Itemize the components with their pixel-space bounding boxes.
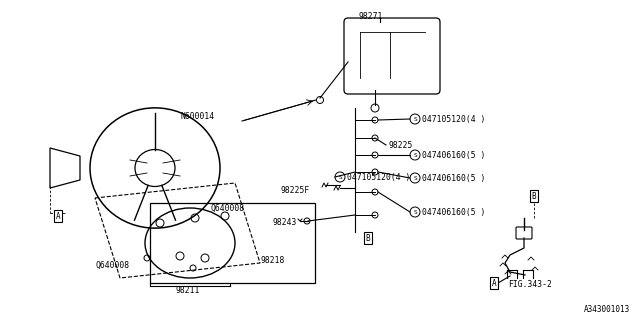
Text: 98225: 98225 bbox=[388, 141, 412, 150]
Text: Q640008: Q640008 bbox=[95, 261, 129, 270]
Text: 98211: 98211 bbox=[176, 286, 200, 295]
Text: A: A bbox=[492, 278, 496, 287]
Text: 98218: 98218 bbox=[260, 256, 284, 265]
Text: N600014: N600014 bbox=[180, 112, 214, 121]
Text: Q640008: Q640008 bbox=[210, 204, 244, 213]
Text: S: S bbox=[338, 174, 342, 180]
Text: A: A bbox=[56, 212, 60, 220]
Text: S: S bbox=[413, 116, 417, 122]
Text: A343001013: A343001013 bbox=[584, 305, 630, 314]
Text: S: S bbox=[413, 210, 417, 214]
Text: 98225F: 98225F bbox=[280, 186, 309, 195]
Text: 98243: 98243 bbox=[272, 218, 296, 227]
Text: S: S bbox=[413, 175, 417, 180]
Text: 047105120(4 ): 047105120(4 ) bbox=[347, 173, 410, 182]
Text: 047406160(5 ): 047406160(5 ) bbox=[422, 174, 485, 183]
Text: B: B bbox=[532, 191, 536, 201]
Bar bbox=[150, 203, 315, 283]
Text: 98271: 98271 bbox=[358, 12, 382, 21]
Text: 047406160(5 ): 047406160(5 ) bbox=[422, 151, 485, 160]
Text: FIG.343-2: FIG.343-2 bbox=[508, 280, 552, 289]
Text: 047406160(5 ): 047406160(5 ) bbox=[422, 208, 485, 217]
Text: 047105120(4 ): 047105120(4 ) bbox=[422, 115, 485, 124]
Text: B: B bbox=[365, 234, 371, 243]
Text: S: S bbox=[413, 153, 417, 157]
